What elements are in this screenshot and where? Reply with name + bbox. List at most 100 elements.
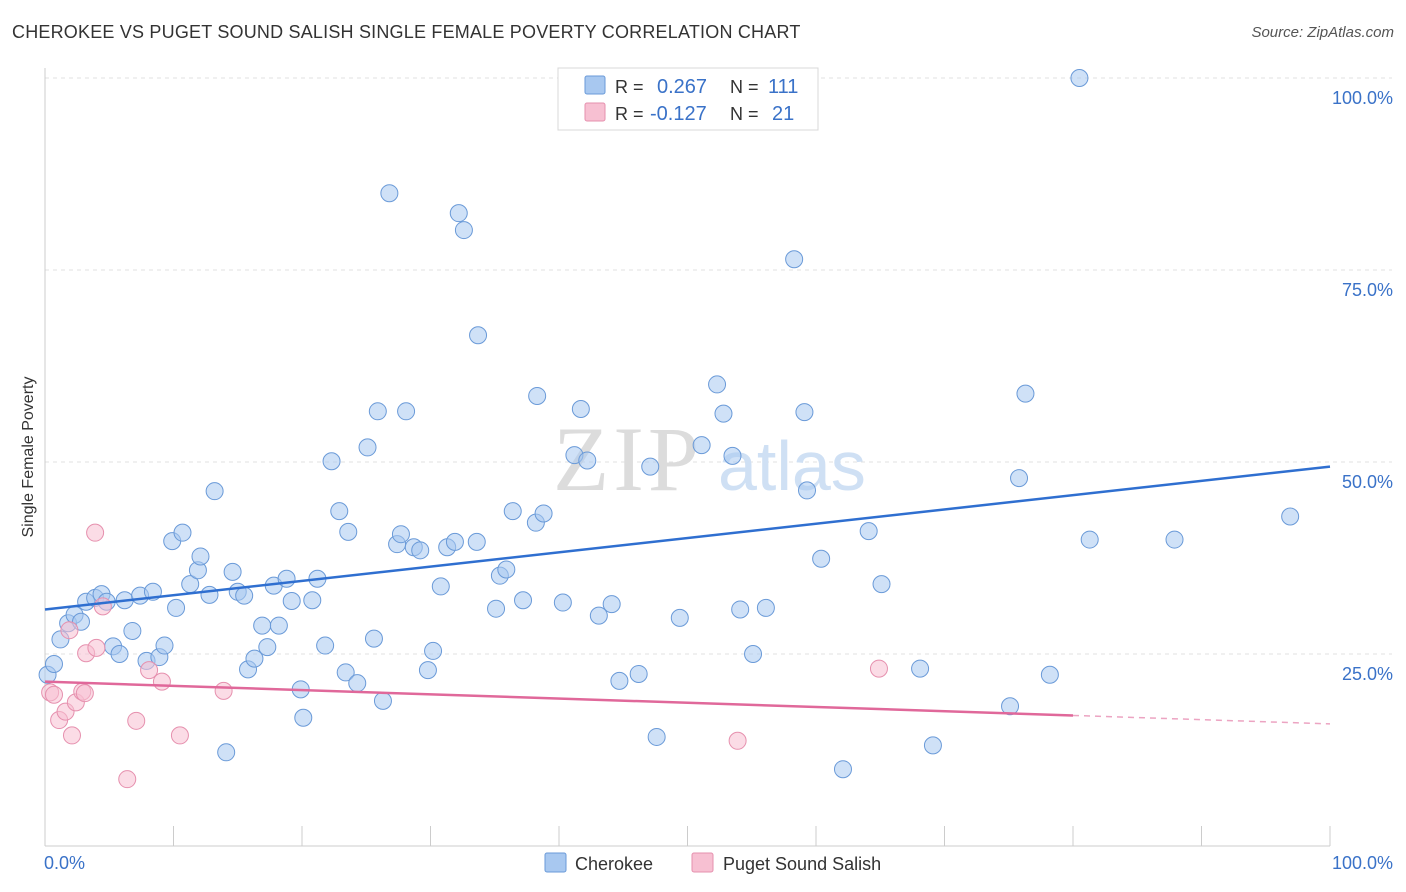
cherokee-point [1070, 69, 1089, 87]
cherokee-point [391, 525, 410, 544]
axes [44, 68, 1331, 847]
cherokee-point [373, 691, 392, 710]
legend-label-cherokee: Cherokee [575, 854, 653, 874]
legend-swatch-cherokee [544, 852, 567, 873]
cherokee-point [571, 400, 590, 419]
cherokee-trend-line [44, 465, 1331, 611]
stats-r-value-1: 0.267 [657, 76, 707, 98]
stats-r-value-2: -0.127 [650, 103, 707, 125]
watermark-atlas: atlas [718, 427, 866, 505]
cherokee-point [798, 481, 817, 500]
puget-point [869, 659, 888, 678]
cherokee-point [322, 452, 341, 471]
cherokee-point [454, 221, 473, 240]
cherokee-point [1040, 665, 1059, 684]
cherokee-point [785, 250, 804, 269]
legend-label-puget: Puget Sound Salish [723, 854, 881, 874]
puget-point [62, 726, 81, 745]
cherokee-point [358, 438, 377, 457]
cherokee-point [647, 727, 666, 746]
cherokee-point [911, 659, 930, 678]
puget-point [170, 726, 189, 745]
cherokee-point [316, 636, 335, 655]
cherokee-point [223, 562, 242, 581]
puget-point [87, 638, 106, 657]
cherokee-point [723, 446, 742, 465]
puget-point [728, 731, 747, 750]
cherokee-point [467, 532, 486, 551]
cherokee-point [589, 606, 608, 625]
cherokee-point [795, 403, 814, 422]
grid-lines [45, 77, 1392, 655]
cherokee-point [497, 560, 516, 579]
puget-trend-line [44, 680, 1074, 717]
cherokee-point [339, 522, 358, 541]
cherokee-point [756, 598, 775, 617]
cherokee-point [303, 591, 322, 610]
x-tick-label-max: 100.0% [1332, 853, 1393, 873]
cherokee-point [553, 593, 572, 612]
cherokee-point [1001, 697, 1020, 716]
cherokee-point [200, 585, 219, 604]
y-axis-label: Single Female Poverty [20, 377, 37, 538]
x-tick-label-min: 0.0% [44, 853, 85, 873]
cherokee-point [380, 184, 399, 203]
y-tick-label: 100.0% [1332, 88, 1393, 108]
cherokee-point [245, 649, 264, 668]
cherokee-point [110, 645, 129, 663]
stats-swatch-pink [584, 102, 606, 122]
cherokee-point [602, 595, 621, 614]
cherokee-point [191, 547, 210, 566]
puget-point [118, 770, 137, 789]
cherokee-point [123, 621, 142, 640]
stats-n-label-1: N = [730, 77, 759, 97]
cherokee-point [282, 592, 301, 611]
y-tick-labels: 25.0% 50.0% 75.0% 100.0% [1332, 88, 1393, 684]
cherokee-point [294, 708, 313, 727]
cherokee-point [503, 502, 522, 521]
cherokee-point [610, 671, 629, 690]
cherokee-point [269, 616, 288, 635]
cherokee-point [872, 575, 891, 594]
cherokee-point [330, 502, 349, 521]
cherokee-point [714, 404, 733, 423]
cherokee-point [859, 522, 878, 541]
cherokee-point [364, 629, 383, 648]
series-legend: Cherokee Puget Sound Salish [544, 852, 881, 874]
cherokee-point [348, 674, 367, 693]
puget-point [214, 681, 233, 700]
legend-swatch-puget [691, 852, 714, 873]
trend-lines [44, 465, 1331, 725]
cherokee-point [235, 586, 254, 605]
cherokee-point [205, 482, 224, 501]
cherokee-points [38, 69, 1300, 779]
cherokee-point [44, 654, 63, 673]
puget-point [140, 661, 159, 680]
cherokee-point [1016, 384, 1035, 403]
puget-point [127, 711, 146, 730]
stats-legend: R = 0.267 N = 111 R = -0.127 N = 21 [557, 67, 819, 131]
cherokee-point [670, 608, 689, 627]
stats-r-label-1: R = [615, 77, 644, 97]
cherokee-point [833, 760, 852, 779]
cherokee-point [629, 664, 648, 683]
stats-n-label-2: N = [730, 104, 759, 124]
puget-point [44, 685, 63, 704]
cherokee-point [744, 645, 763, 663]
cherokee-point [173, 523, 192, 542]
cherokee-point [1281, 507, 1300, 526]
cherokee-point [812, 549, 831, 568]
cherokee-point [528, 386, 547, 405]
cherokee-point [534, 504, 553, 523]
cherokee-point [578, 451, 597, 470]
puget-point [86, 523, 105, 542]
stats-n-value-2: 21 [772, 103, 794, 125]
cherokee-point [923, 736, 942, 755]
watermark: ZIP atlas [553, 408, 866, 510]
stats-swatch-blue [584, 75, 606, 95]
puget-point [93, 597, 112, 616]
cherokee-point [155, 636, 174, 655]
cherokee-point [1080, 530, 1099, 549]
y-tick-label: 75.0% [1342, 280, 1393, 300]
